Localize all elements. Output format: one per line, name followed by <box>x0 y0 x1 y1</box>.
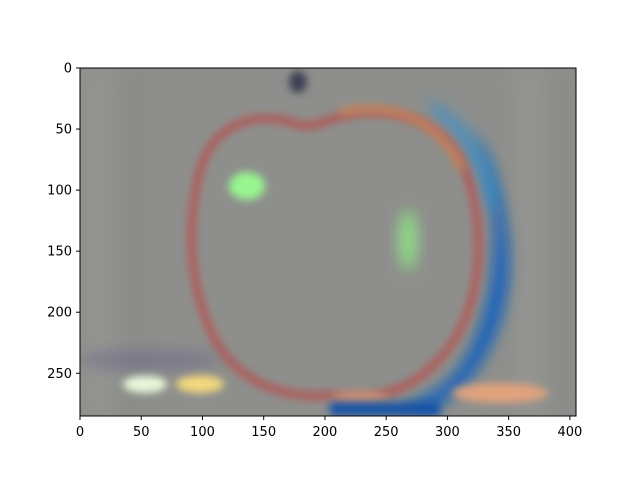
x-tick-label: 350 <box>496 425 521 440</box>
x-tick-label: 100 <box>190 425 215 440</box>
highlight-green-right <box>398 210 418 270</box>
x-tick-label: 0 <box>76 425 84 440</box>
x-axis: 0 50 100 150 200 250 300 350 400 <box>76 416 582 440</box>
y-tick-label: 100 <box>47 184 72 199</box>
x-tick-label: 400 <box>557 425 582 440</box>
shadow-bottom-purple <box>80 350 220 370</box>
highlight-bottom-yellow <box>176 375 224 393</box>
y-tick-label: 0 <box>64 62 72 77</box>
highlight-green-left <box>229 172 265 200</box>
y-tick-label: 200 <box>47 306 72 321</box>
shadow-blue <box>400 130 509 410</box>
background-texture <box>90 68 562 416</box>
x-tick-label: 150 <box>251 425 276 440</box>
y-tick-label: 150 <box>47 245 72 260</box>
highlight-bottom-right <box>452 383 548 403</box>
x-tick-label: 50 <box>133 425 150 440</box>
shadow-blue-upper <box>430 100 498 210</box>
plot-frame <box>79 67 577 417</box>
apple-stem <box>289 71 307 93</box>
heatmap-image <box>80 68 576 416</box>
y-axis: 0 50 100 150 200 250 <box>47 62 80 382</box>
apple-outline-orange <box>339 104 466 172</box>
x-tick-label: 300 <box>435 425 460 440</box>
shadow-bottom-blue <box>330 402 440 416</box>
x-tick-label: 250 <box>374 425 399 440</box>
y-tick-label: 50 <box>55 123 72 138</box>
x-tick-label: 200 <box>313 425 338 440</box>
highlight-bottom-center <box>332 391 388 405</box>
y-tick-label: 250 <box>47 367 72 382</box>
highlight-bottom-white <box>123 375 167 393</box>
